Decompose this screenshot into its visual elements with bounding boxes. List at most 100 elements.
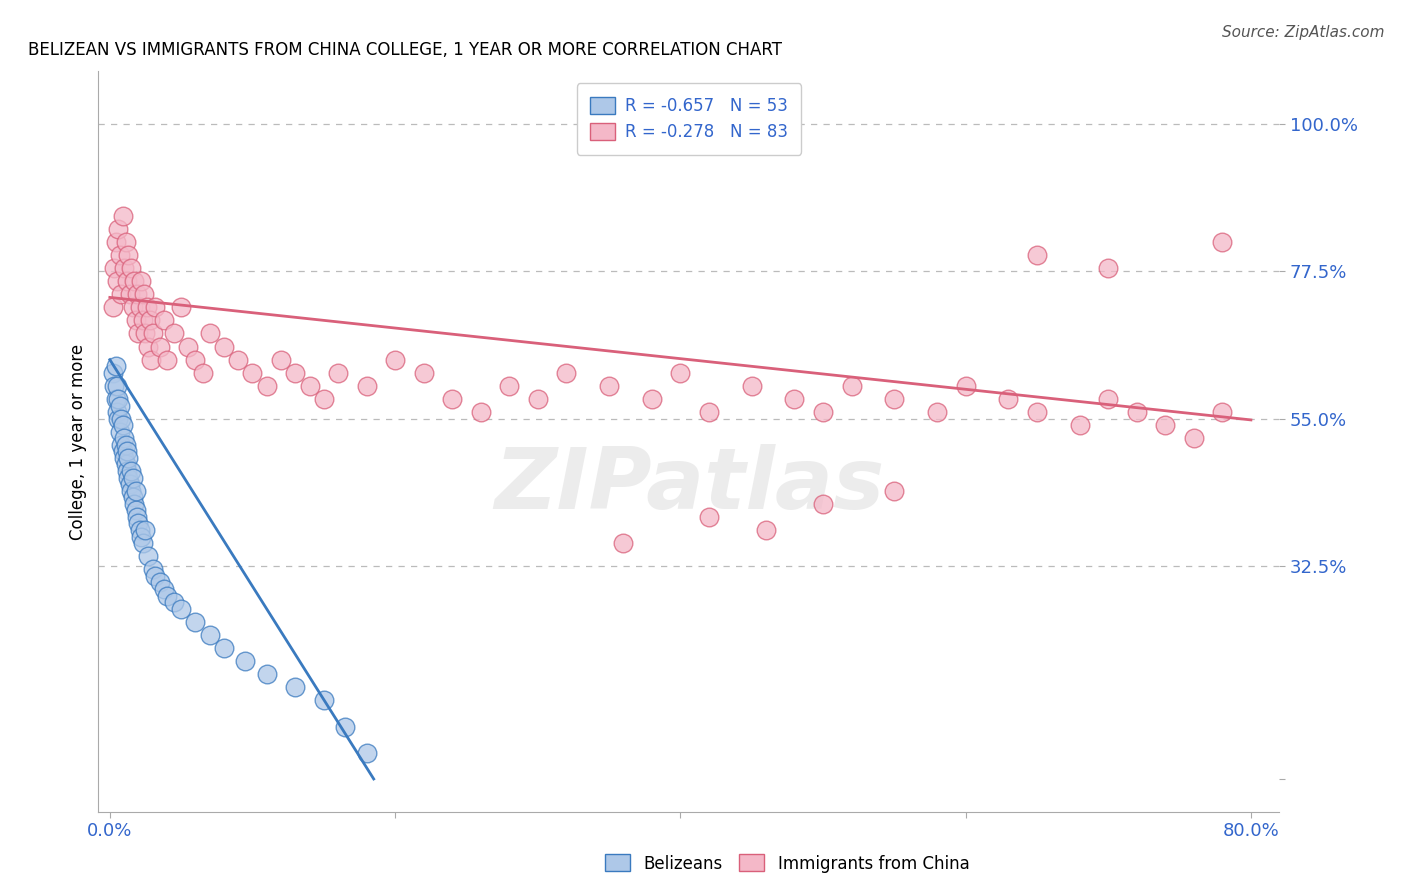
Point	[121, 470, 143, 484]
Point	[107, 221, 129, 235]
Point	[212, 640, 235, 655]
Point	[121, 490, 143, 504]
Point	[384, 352, 406, 367]
Text: BELIZEAN VS IMMIGRANTS FROM CHINA COLLEGE, 1 YEAR OR MORE CORRELATION CHART: BELIZEAN VS IMMIGRANTS FROM CHINA COLLEG…	[28, 41, 782, 59]
Point	[697, 509, 720, 524]
Point	[927, 405, 949, 419]
Point	[312, 392, 335, 406]
Point	[612, 536, 634, 550]
Point	[117, 470, 139, 484]
Point	[108, 399, 131, 413]
Point	[114, 438, 136, 452]
Point	[1211, 405, 1233, 419]
Point	[170, 601, 193, 615]
Point	[256, 379, 278, 393]
Point	[598, 379, 620, 393]
Point	[153, 582, 176, 596]
Point	[669, 366, 692, 380]
Point	[153, 313, 176, 327]
Legend: Belizeans, Immigrants from China: Belizeans, Immigrants from China	[599, 847, 976, 880]
Point	[115, 274, 138, 288]
Point	[128, 523, 150, 537]
Point	[124, 503, 146, 517]
Point	[184, 615, 207, 629]
Point	[105, 379, 128, 393]
Point	[191, 366, 214, 380]
Point	[117, 248, 139, 262]
Point	[114, 458, 136, 472]
Point	[883, 392, 905, 406]
Point	[112, 260, 135, 275]
Point	[412, 366, 434, 380]
Point	[111, 418, 134, 433]
Point	[105, 274, 128, 288]
Point	[184, 352, 207, 367]
Point	[470, 405, 492, 419]
Point	[441, 392, 464, 406]
Legend: R = -0.657   N = 53, R = -0.278   N = 83: R = -0.657 N = 53, R = -0.278 N = 83	[576, 83, 801, 154]
Point	[156, 589, 179, 603]
Point	[110, 438, 132, 452]
Point	[149, 575, 172, 590]
Point	[131, 536, 153, 550]
Point	[256, 667, 278, 681]
Point	[104, 235, 127, 249]
Point	[127, 326, 149, 341]
Point	[1126, 405, 1149, 419]
Point	[120, 483, 142, 498]
Point	[114, 235, 136, 249]
Point	[122, 274, 145, 288]
Point	[120, 260, 142, 275]
Point	[555, 366, 578, 380]
Point	[811, 405, 834, 419]
Point	[312, 693, 335, 707]
Point	[118, 287, 141, 301]
Point	[526, 392, 548, 406]
Point	[108, 248, 131, 262]
Point	[101, 300, 124, 314]
Point	[841, 379, 863, 393]
Point	[1097, 260, 1119, 275]
Point	[156, 352, 179, 367]
Point	[131, 313, 153, 327]
Point	[115, 464, 138, 478]
Point	[783, 392, 806, 406]
Point	[121, 300, 143, 314]
Point	[163, 595, 186, 609]
Point	[135, 300, 157, 314]
Point	[122, 497, 145, 511]
Text: ZIPatlas: ZIPatlas	[494, 444, 884, 527]
Point	[103, 260, 125, 275]
Point	[103, 379, 125, 393]
Point	[112, 431, 135, 445]
Point	[284, 366, 307, 380]
Point	[356, 379, 378, 393]
Point	[118, 477, 141, 491]
Point	[755, 523, 778, 537]
Point	[115, 444, 138, 458]
Point	[125, 287, 148, 301]
Point	[125, 509, 148, 524]
Point	[120, 464, 142, 478]
Point	[104, 392, 127, 406]
Point	[132, 287, 155, 301]
Point	[335, 720, 357, 734]
Point	[128, 300, 150, 314]
Point	[139, 313, 162, 327]
Point	[127, 516, 149, 531]
Point	[233, 654, 256, 668]
Point	[129, 274, 152, 288]
Point	[1026, 405, 1049, 419]
Point	[955, 379, 977, 393]
Point	[697, 405, 720, 419]
Point	[242, 366, 264, 380]
Point	[163, 326, 186, 341]
Point	[104, 359, 127, 374]
Point	[641, 392, 664, 406]
Point	[198, 628, 221, 642]
Point	[111, 444, 134, 458]
Point	[124, 313, 146, 327]
Point	[1026, 248, 1049, 262]
Point	[134, 523, 156, 537]
Point	[298, 379, 321, 393]
